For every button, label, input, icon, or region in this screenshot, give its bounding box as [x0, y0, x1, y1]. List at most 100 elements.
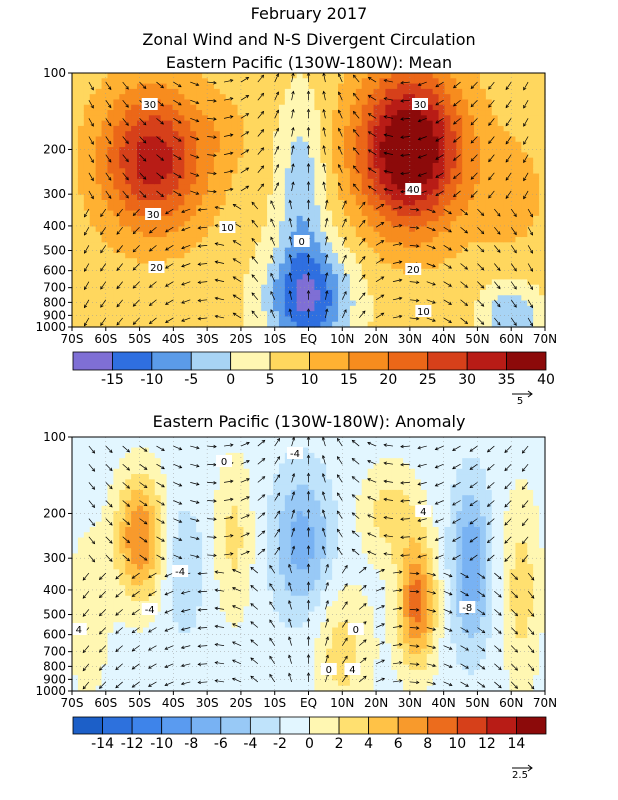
field-cell [119, 289, 126, 296]
field-cell [249, 194, 256, 201]
field-cell [101, 638, 109, 644]
wind-arrow-head [367, 185, 372, 189]
y-tick-label: 600 [43, 264, 66, 278]
field-cell [355, 152, 363, 159]
field-cell [527, 200, 534, 206]
field-cell [190, 73, 197, 79]
y-tick-label: 1000 [35, 320, 66, 334]
wind-arrow [418, 81, 427, 86]
wind-arrow-head [415, 316, 420, 321]
wind-arrow [100, 227, 107, 235]
wind-arrow [251, 256, 259, 264]
field-cell [314, 99, 321, 106]
field-cell [89, 659, 97, 666]
field-cell [320, 237, 327, 243]
field-cell [326, 274, 333, 280]
field-cell [72, 553, 79, 560]
field-cell [219, 263, 227, 270]
field-cell [503, 147, 511, 153]
field-cell [119, 237, 126, 243]
wind-arrow [409, 281, 419, 283]
field-cell [432, 200, 440, 206]
field-cell [243, 88, 250, 95]
wind-arrow [358, 274, 366, 282]
wind-arrow [270, 218, 276, 228]
field-cell [450, 210, 457, 217]
field-cell [267, 289, 274, 296]
field-cell [533, 321, 540, 328]
field-cell [479, 178, 487, 185]
field-cell [450, 78, 457, 85]
field-cell [137, 184, 144, 191]
field-cell [77, 495, 85, 502]
colorbar-swatch [309, 351, 350, 371]
field-cell [367, 131, 375, 138]
field-cell [83, 447, 91, 454]
field-cell [479, 147, 487, 153]
field-cell [326, 184, 333, 191]
wind-arrow-head [108, 104, 112, 109]
field-cell [497, 205, 505, 212]
field-cell [391, 120, 398, 127]
wind-arrow-head [325, 308, 329, 313]
field-cell [391, 237, 398, 243]
field-cell [468, 184, 475, 191]
field-cell [432, 221, 440, 228]
wind-arrow [240, 113, 249, 119]
field-cell [414, 131, 422, 138]
field-cell [101, 479, 109, 486]
field-cell [207, 157, 215, 164]
field-cell [95, 289, 103, 296]
wind-arrow [274, 128, 279, 137]
mean-panel-title: Eastern Pacific (130W-180W): Mean [166, 53, 452, 72]
field-cell [338, 284, 345, 291]
field-cell [273, 78, 280, 85]
field-cell [379, 226, 386, 233]
wind-arrow [426, 299, 436, 304]
field-cell [237, 141, 245, 148]
field-cell [296, 316, 304, 323]
field-cell [219, 200, 227, 206]
field-cell [314, 210, 321, 217]
wind-arrow [100, 263, 107, 272]
wind-arrow [325, 254, 328, 264]
field-cell [142, 279, 150, 286]
field-cell [113, 215, 120, 222]
reference-vector: 5 [512, 390, 533, 407]
field-cell [414, 221, 422, 228]
field-cell [243, 268, 250, 275]
field-cell [491, 289, 499, 296]
field-cell [160, 78, 168, 85]
field-cell [107, 73, 114, 79]
field-cell [509, 168, 517, 175]
field-cell [72, 305, 79, 312]
field-cell [527, 274, 534, 280]
field-cell [278, 321, 286, 328]
field-cell [468, 252, 475, 259]
field-cell [397, 189, 404, 196]
field-cell [468, 131, 475, 138]
field-cell [367, 237, 375, 243]
field-cell [95, 226, 103, 233]
wind-arrow [477, 226, 484, 234]
field-cell [314, 200, 321, 206]
field-cell [438, 115, 446, 122]
field-cell [373, 104, 381, 111]
field-cell [308, 274, 316, 280]
field-cell [231, 205, 239, 212]
field-cell [509, 194, 517, 201]
field-cell [361, 136, 369, 143]
colorbar-label: 5 [266, 372, 275, 388]
field-cell [202, 173, 209, 180]
wind-arrow-head [505, 177, 509, 181]
field-cell [450, 194, 457, 201]
wind-arrow [289, 200, 292, 210]
field-cell [290, 200, 298, 206]
field-cell [403, 120, 410, 127]
field-cell [160, 300, 168, 307]
field-cell [314, 152, 321, 159]
field-cell [119, 231, 126, 238]
wind-arrow [494, 299, 501, 307]
field-cell [379, 279, 386, 286]
field-cell [397, 168, 404, 175]
